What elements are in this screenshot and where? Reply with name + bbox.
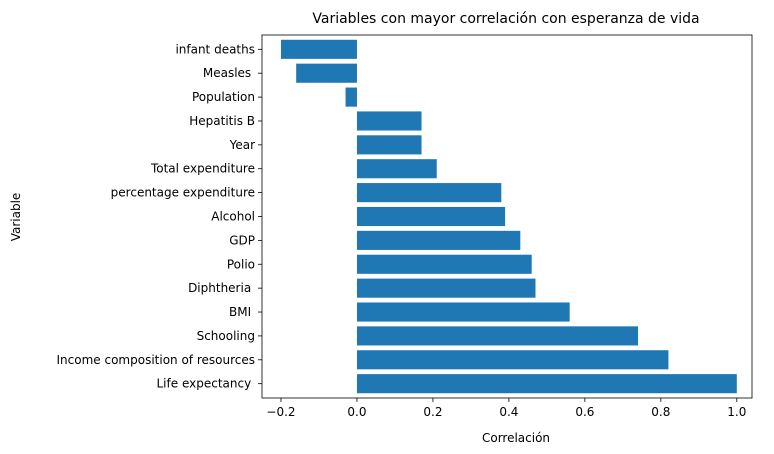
x-tick-label: 0.8 [651,405,670,419]
x-tick-label: 0.0 [347,405,366,419]
y-axis-label: Variable [9,193,23,242]
y-tick-label: Measles [203,66,255,80]
bar [296,63,357,83]
bar [280,39,357,59]
y-tick-label: Diphtheria [188,281,255,295]
y-tick-label: Hepatitis B [189,114,255,128]
bar [356,254,532,274]
y-axis-ticks: Life expectancy Income composition of re… [57,42,262,391]
y-tick-label: infant deaths [175,42,255,56]
y-tick-label: Total expenditure [150,162,255,176]
bar [356,230,521,250]
bars-group [280,39,737,394]
axes-frame [261,34,753,399]
y-tick-label: percentage expenditure [111,186,255,200]
y-tick-label: Year [229,138,255,152]
bar [356,135,422,155]
y-tick-label: Population [192,90,255,104]
bar [356,278,536,298]
x-tick-label: 0.6 [575,405,594,419]
y-tick-label: Alcohol [211,210,255,224]
bar [356,326,639,346]
bar [345,87,357,107]
x-tick-label: −0.2 [266,405,295,419]
y-tick-label: BMI [225,305,255,319]
x-tick-label: 0.4 [499,405,518,419]
bar [356,183,502,203]
x-axis-label: Correlación [482,431,550,445]
bar [356,302,570,322]
x-tick-label: 1.0 [727,405,746,419]
y-tick-label: Life expectancy [157,377,256,391]
y-tick-label: Polio [227,257,255,271]
y-tick-label: GDP [229,233,255,247]
bar [356,374,737,394]
chart-title: Variables con mayor correlación con espe… [312,11,699,27]
y-tick-label: Schooling [197,329,255,343]
bar [356,159,437,179]
x-tick-label: 0.2 [423,405,442,419]
bar [356,206,506,227]
bar [356,111,422,131]
bar [356,350,669,370]
x-axis-ticks: −0.2 0.0 0.2 0.4 0.6 0.8 1.0 [266,398,746,419]
y-tick-label: Income composition of resources [57,353,255,367]
